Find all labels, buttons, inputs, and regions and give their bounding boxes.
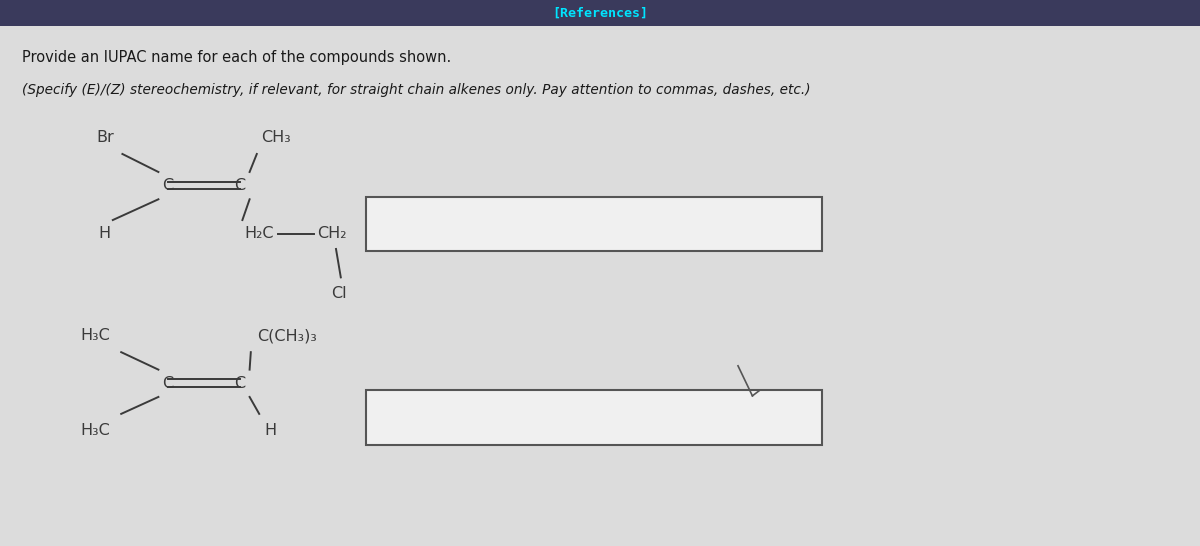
Text: CH₃: CH₃ <box>262 130 292 145</box>
Text: Cl: Cl <box>331 286 347 301</box>
Text: C: C <box>162 178 174 193</box>
Text: C: C <box>234 376 246 391</box>
Text: C(CH₃)₃: C(CH₃)₃ <box>257 328 317 343</box>
Text: C: C <box>234 178 246 193</box>
Bar <box>0 0 1200 26</box>
Bar <box>366 197 822 251</box>
Text: H₃C: H₃C <box>80 328 110 343</box>
Text: H: H <box>264 423 276 438</box>
Text: [References]: [References] <box>552 7 648 20</box>
Text: H₃C: H₃C <box>80 423 110 438</box>
Text: C: C <box>162 376 174 391</box>
Text: CH₂: CH₂ <box>317 226 347 241</box>
Bar <box>366 390 822 445</box>
Text: Provide an IUPAC name for each of the compounds shown.: Provide an IUPAC name for each of the co… <box>22 50 451 65</box>
Text: (Specify (E)/(Z) stereochemistry, if relevant, for straight chain alkenes only. : (Specify (E)/(Z) stereochemistry, if rel… <box>22 83 810 97</box>
Text: H₂C: H₂C <box>245 226 275 241</box>
Text: H: H <box>98 226 110 241</box>
Text: Br: Br <box>96 130 114 145</box>
